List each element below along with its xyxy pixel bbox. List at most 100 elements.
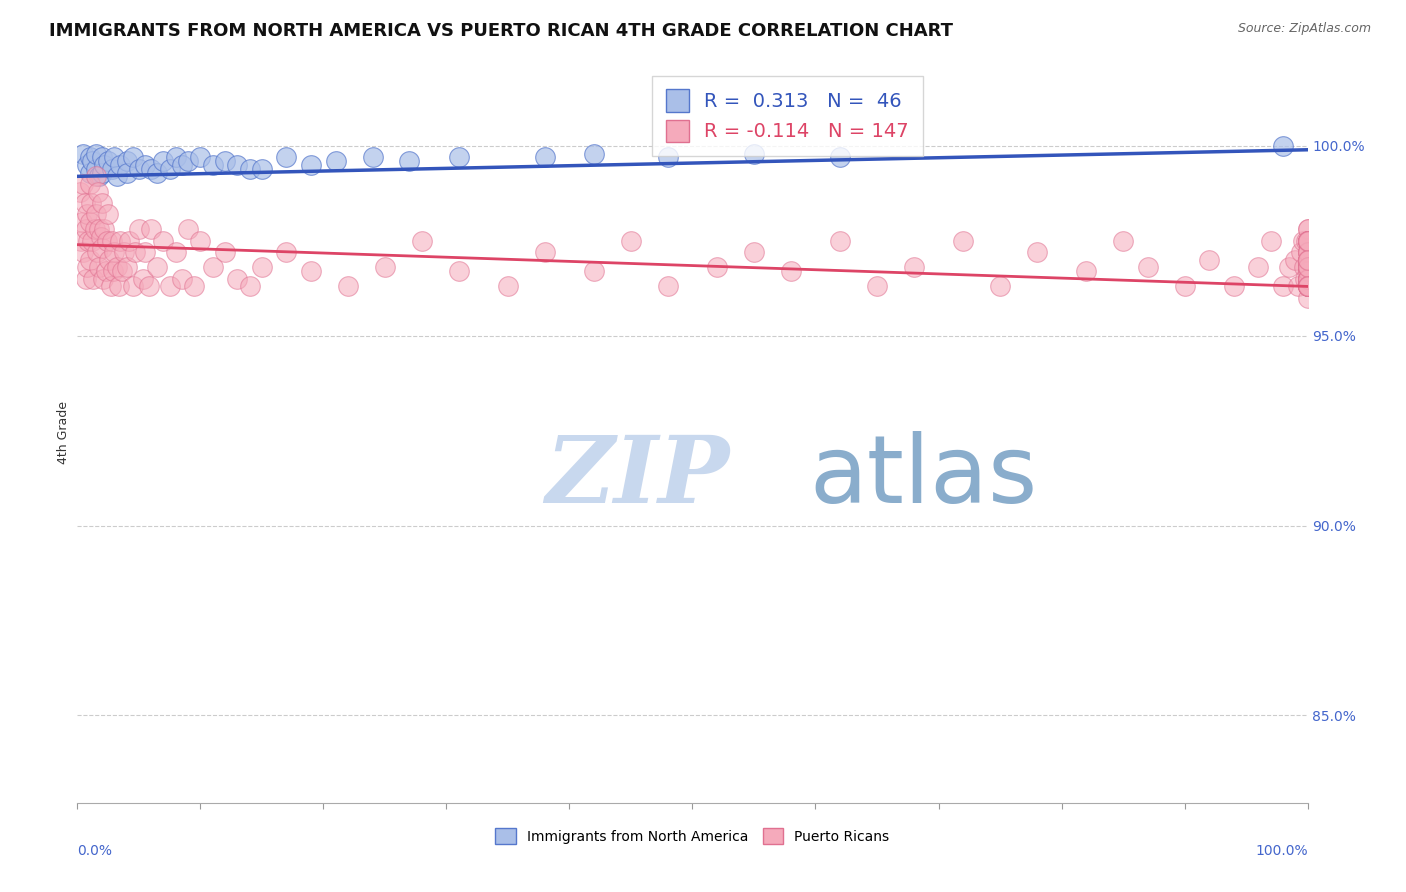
Point [75, 272, 97, 286]
Point [89, 260, 111, 275]
Point [299, 158, 322, 172]
Point [1296, 234, 1319, 248]
Point [1198, 252, 1220, 267]
Point [159, 161, 181, 176]
Point [1296, 260, 1319, 275]
Point [118, 234, 141, 248]
Point [250, 161, 273, 176]
Point [706, 260, 728, 275]
Point [93, 222, 115, 236]
Point [1296, 234, 1319, 248]
Point [1296, 222, 1319, 236]
Point [447, 150, 470, 164]
Point [1296, 260, 1319, 275]
Point [1284, 252, 1306, 267]
Point [70, 215, 93, 229]
Point [742, 245, 765, 260]
Point [583, 264, 606, 278]
Point [134, 245, 156, 260]
Point [79, 177, 101, 191]
Point [1296, 252, 1319, 267]
Point [100, 279, 122, 293]
Point [325, 154, 347, 169]
Point [1296, 234, 1319, 248]
Point [299, 264, 322, 278]
Point [97, 154, 120, 169]
Point [201, 158, 224, 172]
Point [1296, 279, 1319, 293]
Point [361, 150, 384, 164]
Point [1292, 234, 1315, 248]
Point [115, 260, 138, 275]
Point [131, 272, 153, 286]
Point [1296, 279, 1319, 293]
Text: ZIP: ZIP [546, 432, 730, 522]
Point [98, 252, 121, 267]
Point [177, 154, 200, 169]
Y-axis label: 4th Grade: 4th Grade [58, 401, 70, 464]
Point [1296, 252, 1319, 267]
Point [1296, 291, 1319, 305]
Point [70, 234, 93, 248]
Point [90, 242, 114, 256]
Point [76, 260, 98, 275]
Point [91, 272, 114, 286]
Point [84, 207, 107, 221]
Point [76, 207, 98, 221]
Point [1260, 234, 1282, 248]
Point [82, 154, 104, 169]
Point [128, 161, 150, 176]
Point [1296, 234, 1319, 248]
Point [276, 150, 298, 164]
Point [411, 234, 433, 248]
Point [82, 272, 104, 286]
Point [75, 222, 97, 236]
Point [620, 234, 643, 248]
Point [146, 165, 169, 179]
Point [1291, 245, 1313, 260]
Point [1296, 245, 1319, 260]
Point [214, 245, 236, 260]
Point [84, 161, 107, 176]
Point [1026, 245, 1049, 260]
Point [1296, 260, 1319, 275]
Point [115, 154, 138, 169]
Point [447, 264, 470, 278]
Point [1112, 234, 1135, 248]
Point [93, 158, 115, 172]
Point [72, 177, 94, 191]
Point [1076, 264, 1098, 278]
Point [1296, 264, 1319, 278]
Point [583, 146, 606, 161]
Point [830, 234, 852, 248]
Point [534, 150, 557, 164]
Point [87, 185, 110, 199]
Point [1296, 252, 1319, 267]
Point [96, 234, 118, 248]
Point [1295, 234, 1317, 248]
Point [94, 264, 117, 278]
Point [84, 146, 107, 161]
Point [1296, 260, 1319, 275]
Point [1296, 245, 1319, 260]
Point [657, 150, 679, 164]
Point [134, 158, 156, 172]
Point [69, 185, 91, 199]
Point [170, 158, 193, 172]
Point [79, 215, 101, 229]
Point [534, 245, 557, 260]
Point [1296, 279, 1319, 293]
Point [79, 165, 101, 179]
Point [337, 279, 360, 293]
Point [1296, 272, 1319, 286]
Point [90, 150, 114, 164]
Point [830, 150, 852, 164]
Point [1296, 252, 1319, 267]
Point [72, 245, 94, 260]
Point [988, 279, 1011, 293]
Point [84, 169, 107, 184]
Point [76, 158, 98, 172]
Point [110, 158, 132, 172]
Point [121, 150, 143, 164]
Point [165, 150, 187, 164]
